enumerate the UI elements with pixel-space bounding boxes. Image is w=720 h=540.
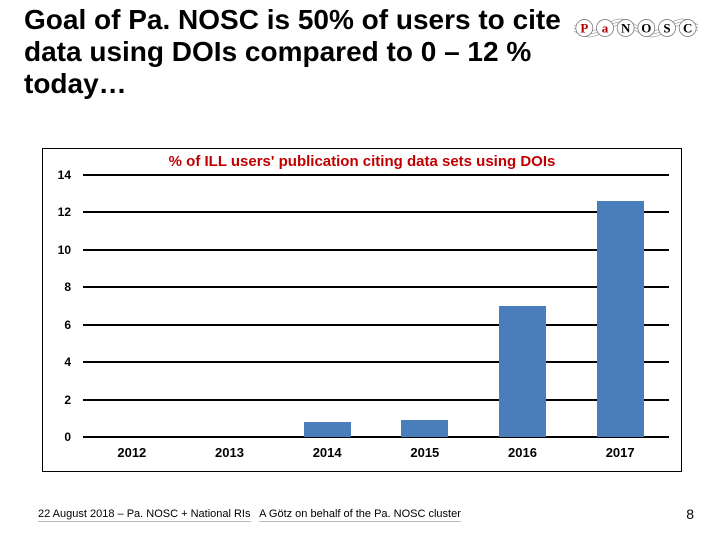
page-title: Goal of Pa. NOSC is 50% of users to cite… xyxy=(24,0,584,101)
page-number: 8 xyxy=(686,506,694,522)
grid-line xyxy=(83,399,669,401)
bar xyxy=(401,420,448,437)
svg-text:a: a xyxy=(602,21,609,36)
y-tick-label: 14 xyxy=(58,168,71,182)
bar xyxy=(304,422,351,437)
x-tick-label: 2013 xyxy=(215,445,244,460)
y-tick-label: 6 xyxy=(64,318,71,332)
svg-text:C: C xyxy=(683,21,692,36)
x-axis: 2012 2013 2014 2015 2016 2017 xyxy=(83,439,669,467)
grid-line xyxy=(83,286,669,288)
y-tick-label: 0 xyxy=(64,430,71,444)
x-tick-label: 2016 xyxy=(508,445,537,460)
y-tick-label: 4 xyxy=(64,355,71,369)
footer-date: 22 August 2018 – Pa. NOSC + National RIs xyxy=(38,508,251,522)
y-tick-label: 2 xyxy=(64,393,71,407)
y-tick-label: 10 xyxy=(58,243,71,257)
grid-line xyxy=(83,211,669,213)
grid-line xyxy=(83,436,669,438)
svg-text:S: S xyxy=(663,21,670,36)
chart-container: % of ILL users' publication citing data … xyxy=(42,148,682,472)
chart-plot-area xyxy=(83,175,669,437)
grid-line xyxy=(83,174,669,176)
y-axis: 02468101214 xyxy=(43,175,77,437)
x-tick-label: 2015 xyxy=(410,445,439,460)
x-tick-label: 2017 xyxy=(606,445,635,460)
bar xyxy=(499,306,546,437)
panosc-logo: PaNOSC xyxy=(574,14,698,42)
grid-line xyxy=(83,361,669,363)
footer-author: A Götz on behalf of the Pa. NOSC cluster xyxy=(259,508,461,522)
chart-title: % of ILL users' publication citing data … xyxy=(43,153,681,170)
svg-text:N: N xyxy=(621,21,631,36)
y-tick-label: 12 xyxy=(58,205,71,219)
x-tick-label: 2012 xyxy=(117,445,146,460)
grid-line xyxy=(83,249,669,251)
svg-text:O: O xyxy=(641,21,651,36)
y-tick-label: 8 xyxy=(64,280,71,294)
x-tick-label: 2014 xyxy=(313,445,342,460)
bar xyxy=(597,201,644,437)
grid-line xyxy=(83,324,669,326)
svg-text:P: P xyxy=(580,21,588,36)
